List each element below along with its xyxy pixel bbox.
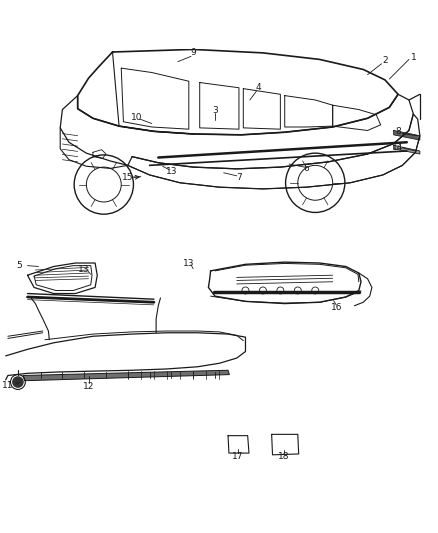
Text: 5: 5: [16, 261, 21, 270]
Text: 3: 3: [212, 106, 218, 115]
Text: 14: 14: [392, 143, 403, 152]
Text: 13: 13: [78, 265, 90, 274]
Text: 12: 12: [83, 382, 94, 391]
Text: 6: 6: [304, 164, 309, 173]
Text: 16: 16: [331, 303, 343, 312]
Text: 17: 17: [232, 451, 244, 461]
Polygon shape: [23, 370, 230, 381]
Text: 8: 8: [395, 127, 401, 136]
Text: 9: 9: [190, 49, 196, 58]
Text: 18: 18: [278, 451, 290, 461]
Circle shape: [13, 377, 23, 387]
Text: 4: 4: [256, 83, 261, 92]
Polygon shape: [394, 146, 420, 154]
Polygon shape: [394, 131, 420, 140]
Text: 1: 1: [410, 53, 416, 62]
Text: 15: 15: [122, 173, 134, 182]
Text: 2: 2: [382, 56, 388, 65]
Text: 13: 13: [183, 259, 194, 268]
Text: 13: 13: [166, 167, 177, 176]
Text: 7: 7: [236, 173, 242, 182]
Text: 11: 11: [2, 381, 14, 390]
Text: 10: 10: [131, 113, 142, 122]
